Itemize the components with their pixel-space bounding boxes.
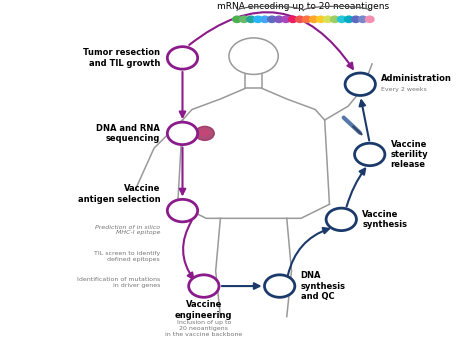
Circle shape: [246, 16, 255, 22]
Circle shape: [302, 16, 311, 22]
Circle shape: [345, 16, 353, 22]
Text: Vaccine
synthesis: Vaccine synthesis: [362, 210, 407, 229]
Circle shape: [324, 16, 332, 22]
Text: mRNA encoding up to 20 neoantigens: mRNA encoding up to 20 neoantigens: [217, 2, 390, 12]
Text: TIL screen to identify
defined epitopes: TIL screen to identify defined epitopes: [94, 251, 160, 262]
Text: Prediction of in silico
MHC-I epitope: Prediction of in silico MHC-I epitope: [95, 225, 160, 236]
Circle shape: [282, 16, 290, 22]
Circle shape: [167, 199, 198, 222]
Circle shape: [261, 16, 269, 22]
Circle shape: [254, 16, 262, 22]
Circle shape: [240, 16, 248, 22]
Circle shape: [365, 16, 374, 22]
Circle shape: [326, 208, 356, 231]
Circle shape: [289, 16, 297, 22]
Text: Every 2 weeks: Every 2 weeks: [381, 87, 427, 92]
Circle shape: [195, 126, 214, 140]
Circle shape: [337, 16, 346, 22]
Circle shape: [268, 16, 276, 22]
Circle shape: [274, 16, 283, 22]
Text: Vaccine
antigen selection: Vaccine antigen selection: [78, 184, 160, 204]
Text: Tumor resection
and TIL growth: Tumor resection and TIL growth: [83, 48, 160, 68]
Circle shape: [200, 129, 210, 136]
Circle shape: [352, 16, 360, 22]
Circle shape: [358, 16, 367, 22]
Text: Identification of mutations
in driver genes: Identification of mutations in driver ge…: [77, 277, 160, 288]
Text: Vaccine
sterility
release: Vaccine sterility release: [391, 140, 428, 169]
Circle shape: [233, 16, 241, 22]
Circle shape: [330, 16, 339, 22]
Circle shape: [355, 143, 385, 166]
Circle shape: [345, 73, 375, 95]
Circle shape: [296, 16, 304, 22]
Circle shape: [167, 47, 198, 69]
Text: Inclusion of up to
20 neoantigens
in the vaccine backbone: Inclusion of up to 20 neoantigens in the…: [165, 320, 242, 337]
Circle shape: [310, 16, 318, 22]
Text: DNA and RNA
sequencing: DNA and RNA sequencing: [96, 124, 160, 143]
Text: DNA
synthesis
and QC: DNA synthesis and QC: [301, 271, 346, 301]
Circle shape: [189, 275, 219, 297]
Text: Vaccine
engineering: Vaccine engineering: [175, 300, 233, 319]
Circle shape: [167, 122, 198, 145]
Text: Administration: Administration: [381, 74, 452, 84]
Circle shape: [264, 275, 295, 297]
Circle shape: [317, 16, 325, 22]
